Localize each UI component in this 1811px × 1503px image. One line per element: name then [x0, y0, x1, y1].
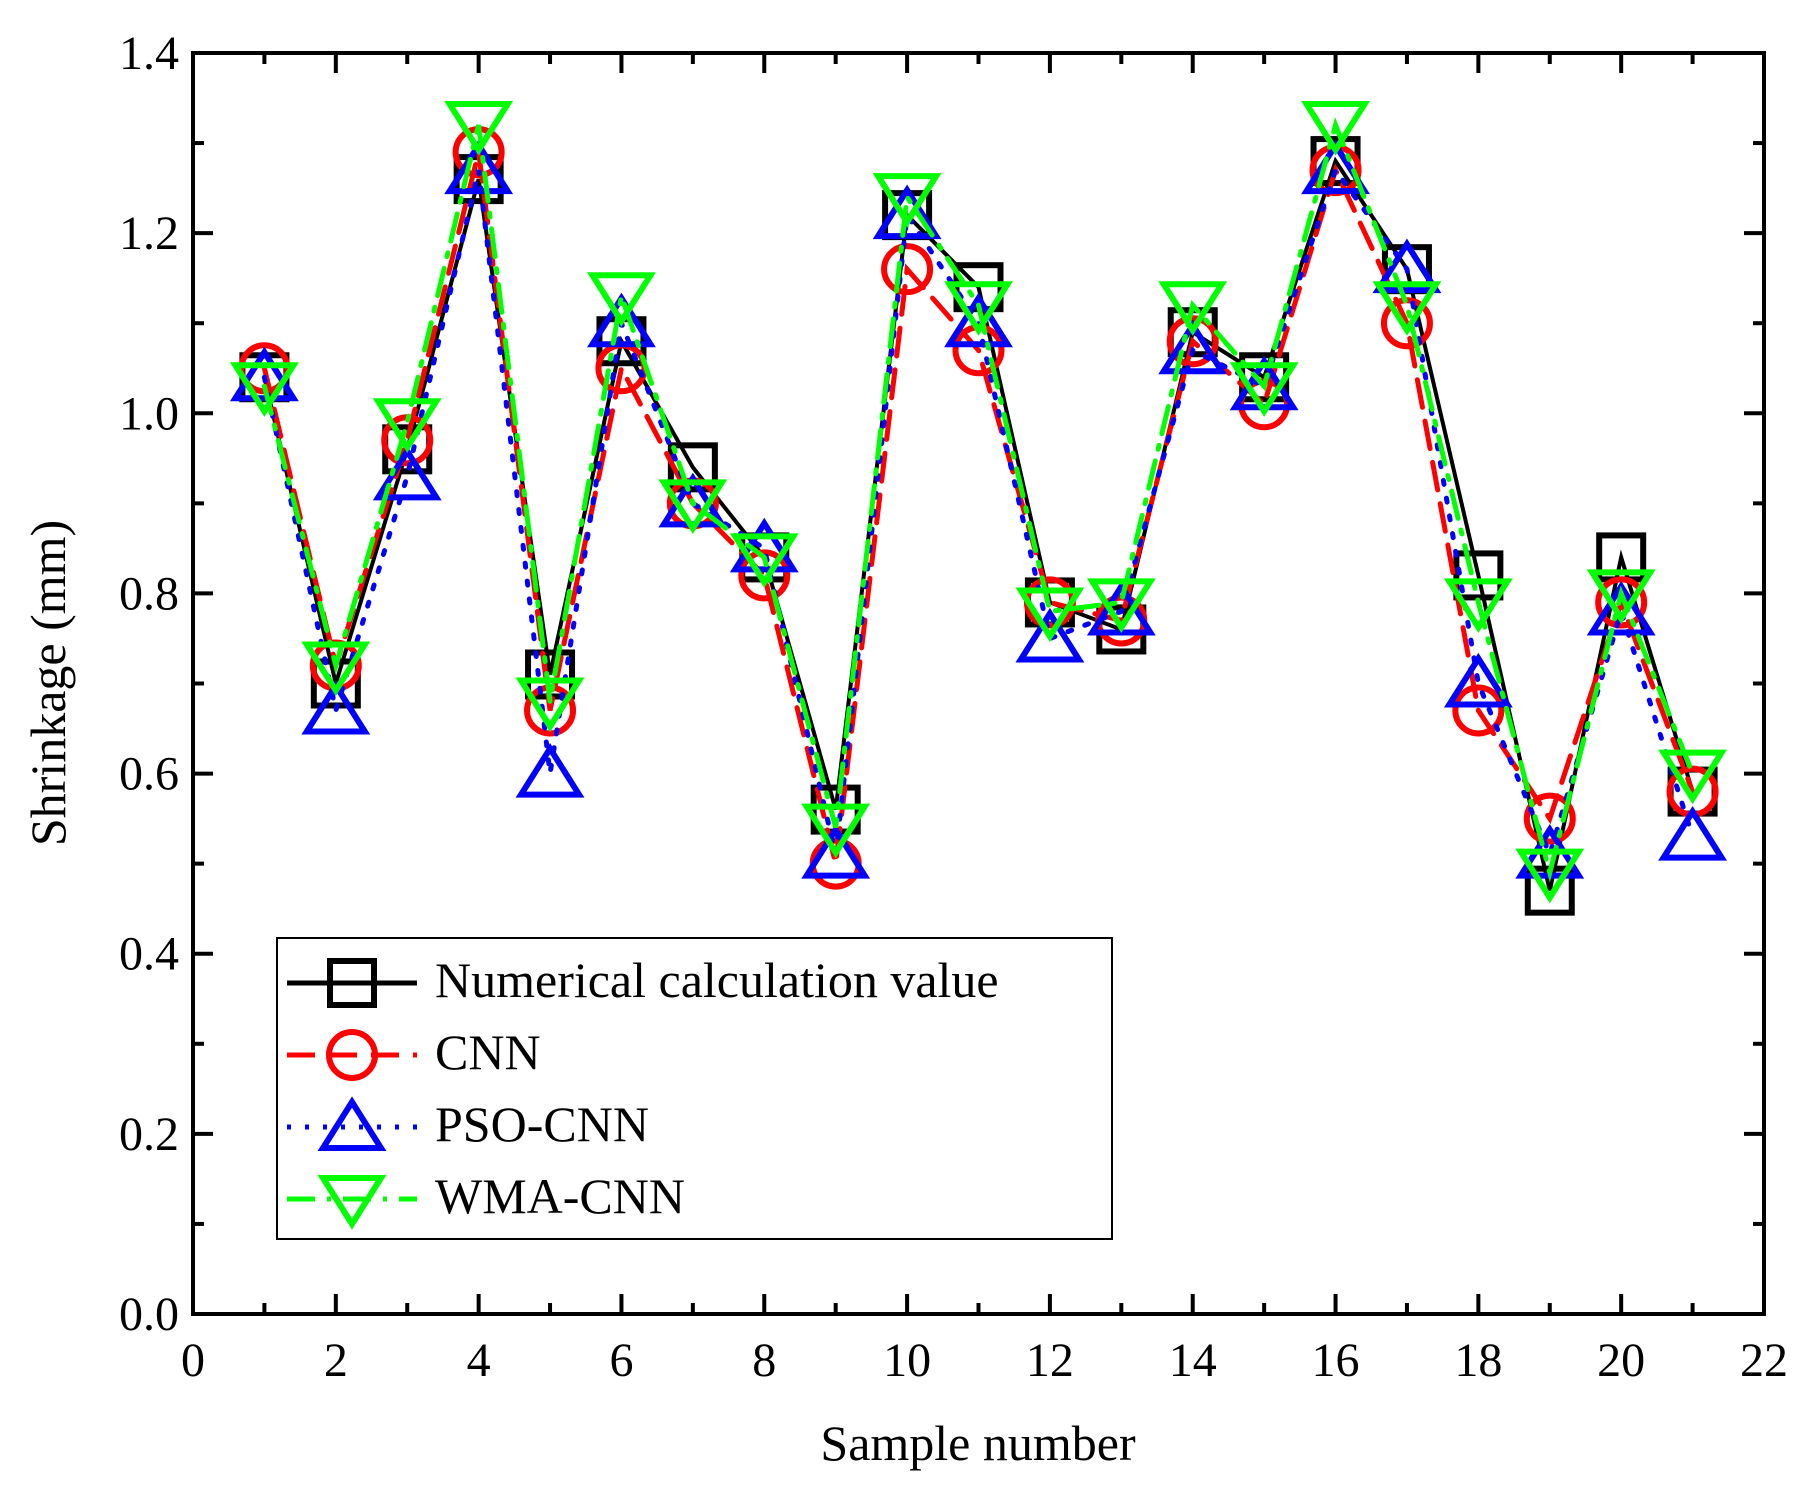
data-point: [729, 533, 799, 589]
data-point: [1443, 652, 1513, 708]
data-point: [1443, 578, 1513, 634]
data-point: [515, 677, 585, 733]
y-tick-label: 1.0: [119, 387, 179, 440]
data-point: [1015, 607, 1085, 663]
y-axis-label: Shrinkage (mm): [20, 520, 76, 846]
y-tick-label: 0.2: [119, 1108, 179, 1161]
data-point: [1372, 281, 1442, 336]
series-line: [261, 151, 1696, 865]
y-tick-label: 0.8: [119, 567, 179, 620]
series-line: [261, 117, 1696, 883]
data-point: [444, 139, 514, 195]
data-point: [1086, 578, 1156, 634]
data-point: [1515, 848, 1585, 904]
data-point: [944, 292, 1013, 348]
data-point: [301, 641, 371, 697]
x-tick-label: 22: [1740, 1334, 1788, 1387]
data-point: [229, 362, 299, 417]
data-point: [1229, 362, 1299, 417]
legend-marker-circle: [326, 1029, 378, 1081]
legend-marker-triangle-up: [317, 1096, 387, 1151]
data-point: [372, 398, 442, 453]
data-point: [1301, 101, 1370, 156]
data-point: [872, 184, 942, 240]
y-tick-label: 0.0: [119, 1288, 179, 1341]
legend-label-numerical: Numerical calculation value: [435, 952, 999, 1008]
x-tick-label: 10: [883, 1334, 931, 1387]
data-point: [1586, 580, 1656, 636]
series-line: [262, 156, 1695, 892]
data-point: [1452, 684, 1505, 737]
data-point: [1166, 315, 1219, 368]
legend: Numerical calculation value CNN PSO-CNN …: [276, 937, 1113, 1240]
legend-box: [276, 937, 1113, 1240]
data-point: [1372, 238, 1442, 294]
data-point: [444, 101, 514, 156]
legend-label-wma-cnn: WMA-CNN: [435, 1168, 685, 1224]
data-point: [658, 479, 728, 534]
data-point: [1301, 139, 1370, 195]
x-axis-label: Sample number: [820, 1415, 1136, 1471]
x-tick-label: 12: [1026, 1334, 1074, 1387]
data-point: [229, 346, 299, 402]
data-point: [587, 272, 656, 327]
plot-frame: [191, 51, 1766, 1316]
data-point: [738, 549, 791, 602]
data-point: [872, 173, 942, 228]
data-point: [301, 679, 371, 735]
x-tick-label: 14: [1169, 1334, 1217, 1387]
legend-label-pso-cnn: PSO-CNN: [435, 1096, 649, 1152]
data-point: [515, 742, 585, 798]
data-point: [1658, 805, 1728, 861]
x-tick-label: 0: [181, 1334, 205, 1387]
series-pso-cnn: [229, 139, 1728, 879]
data-point: [1015, 587, 1085, 643]
y-tick-label: 1.4: [119, 27, 179, 80]
legend-label-cnn: CNN: [435, 1024, 541, 1080]
data-point: [801, 803, 871, 859]
data-point: [1523, 792, 1576, 845]
legend-marker-square: [327, 958, 377, 1008]
x-tick-label: 8: [752, 1334, 776, 1387]
x-tick-label: 4: [467, 1334, 491, 1387]
data-point: [1586, 569, 1656, 625]
x-tick-label: 2: [324, 1334, 348, 1387]
y-tick-label: 0.4: [119, 928, 179, 981]
data-point: [881, 243, 934, 296]
series-numerical-calculation-value: [239, 136, 1718, 916]
x-tick-label: 18: [1454, 1334, 1502, 1387]
series-line: [261, 164, 1696, 863]
x-tick-label: 20: [1597, 1334, 1645, 1387]
series-wma-cnn: [229, 101, 1728, 904]
x-tick-label: 16: [1312, 1334, 1360, 1387]
data-point: [1158, 319, 1228, 375]
y-tick-label: 0.6: [119, 748, 179, 801]
y-tick-label: 1.2: [119, 207, 179, 260]
data-point: [1158, 281, 1228, 336]
data-point: [587, 292, 656, 348]
data-point: [944, 281, 1013, 336]
legend-marker-triangle-down: [317, 1175, 387, 1230]
data-point: [667, 442, 718, 493]
data-point: [1453, 550, 1504, 601]
data-point: [1595, 576, 1648, 629]
x-tick-label: 6: [609, 1334, 633, 1387]
data-point: [801, 824, 871, 879]
data-point: [1658, 749, 1728, 805]
